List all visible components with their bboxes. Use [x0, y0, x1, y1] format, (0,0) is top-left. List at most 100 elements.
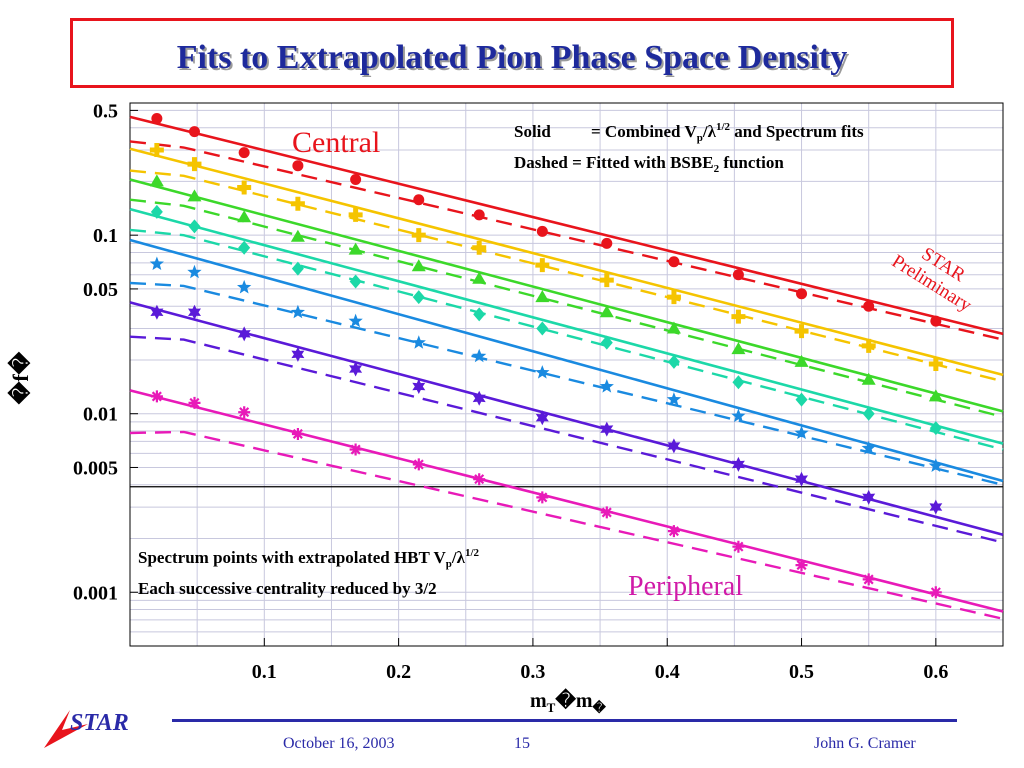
data-point [667, 354, 680, 369]
data-point [350, 174, 362, 186]
data-point [291, 261, 304, 276]
x-tick-label: 0.5 [789, 661, 814, 683]
data-point [929, 586, 942, 599]
dashed-fit-line [129, 281, 1004, 486]
data-point [861, 440, 876, 455]
data-point [150, 204, 163, 219]
data-point [412, 290, 425, 305]
data-point [732, 375, 745, 390]
x-tick-label: 0.4 [655, 661, 680, 683]
data-point [473, 307, 486, 322]
data-point [411, 259, 426, 272]
logo-star-shape [44, 710, 88, 748]
data-point [237, 326, 251, 342]
data-point [795, 559, 808, 572]
data-point [238, 147, 250, 159]
data-point [472, 348, 487, 363]
data-point [188, 126, 200, 138]
dashed-fit-line [129, 335, 1004, 544]
data-point [349, 274, 362, 289]
y-tick-label: 0.1 [93, 225, 118, 247]
y-tick-label: 0.05 [83, 279, 118, 301]
data-point [413, 194, 425, 206]
data-point [290, 229, 305, 242]
y-tick-label: 0.01 [83, 404, 118, 426]
data-point [731, 456, 745, 472]
data-point [863, 300, 875, 312]
data-point [794, 425, 809, 440]
dashed-fit-line [129, 169, 1004, 383]
solid-fit-line [129, 115, 1004, 336]
data-point [187, 157, 202, 172]
data-point [668, 256, 680, 268]
data-point [472, 240, 487, 255]
data-point [291, 428, 304, 440]
data-point [290, 196, 305, 211]
data-point [667, 438, 681, 454]
slide-title: Fits to Extrapolated Pion Phase Space De… [176, 39, 848, 76]
footer-author: John G. Cramer [814, 735, 916, 752]
logo-text: STAR [70, 710, 129, 736]
data-point [930, 315, 942, 327]
peripheral-label: Peripheral [628, 571, 743, 602]
data-point [600, 335, 613, 350]
data-point [237, 180, 252, 195]
data-point [187, 189, 202, 202]
title-box: Fits to Extrapolated Pion Phase Space De… [70, 18, 954, 88]
data-point [535, 258, 550, 273]
data-point [862, 573, 875, 586]
x-axis-label: mT�m� [530, 688, 607, 715]
data-point [794, 354, 809, 367]
footer-date: October 16, 2003 [283, 735, 395, 752]
data-point [599, 379, 614, 393]
data-point [861, 338, 876, 353]
solid-fit-line [129, 147, 1004, 377]
data-point [238, 406, 251, 419]
data-point [666, 321, 681, 334]
data-point [472, 271, 487, 284]
data-point [348, 207, 363, 222]
y-axis-label: �f� [7, 351, 33, 405]
data-point [600, 506, 613, 519]
data-point [861, 372, 876, 385]
dashed-fit-line [129, 228, 1004, 451]
axis-ticks: 0.1 0.2 0.3 0.4 0.5 0.6 0.5 0.1 0.05 0.01 0.005 0.0… [73, 100, 948, 683]
solid-fit-line [129, 238, 1004, 483]
data-point [237, 279, 252, 294]
spectrum-note-line1: Spectrum points with extrapolated HBT Vp… [138, 547, 480, 570]
central-label: Central [292, 126, 380, 159]
data-point [862, 489, 876, 505]
data-point [150, 304, 164, 320]
data-point [412, 458, 425, 471]
data-point [795, 392, 808, 407]
data-point [292, 160, 304, 172]
data-points [149, 113, 943, 599]
x-tick-label: 0.2 [386, 661, 411, 683]
grid [130, 103, 1003, 647]
data-point [666, 392, 682, 406]
data-point [599, 273, 614, 288]
data-point [149, 174, 164, 187]
data-point [349, 361, 363, 377]
data-point [535, 410, 549, 426]
data-point [600, 421, 614, 437]
data-point [349, 443, 362, 456]
data-point [536, 321, 549, 336]
data-point [473, 209, 485, 221]
data-point [599, 305, 614, 318]
data-point [188, 396, 201, 409]
data-point [149, 256, 164, 270]
dashed-fit-line [129, 140, 1004, 341]
data-point [290, 304, 305, 319]
data-point [348, 242, 363, 255]
data-point [473, 473, 486, 486]
x-tick-label: 0.1 [252, 661, 277, 683]
x-tick-label: 0.6 [923, 661, 948, 683]
data-point [928, 389, 943, 402]
data-point [731, 342, 746, 355]
data-point [794, 324, 809, 339]
data-point [237, 210, 252, 223]
data-point [151, 113, 163, 125]
data-point [666, 290, 681, 305]
solid-fit-line [129, 301, 1004, 536]
